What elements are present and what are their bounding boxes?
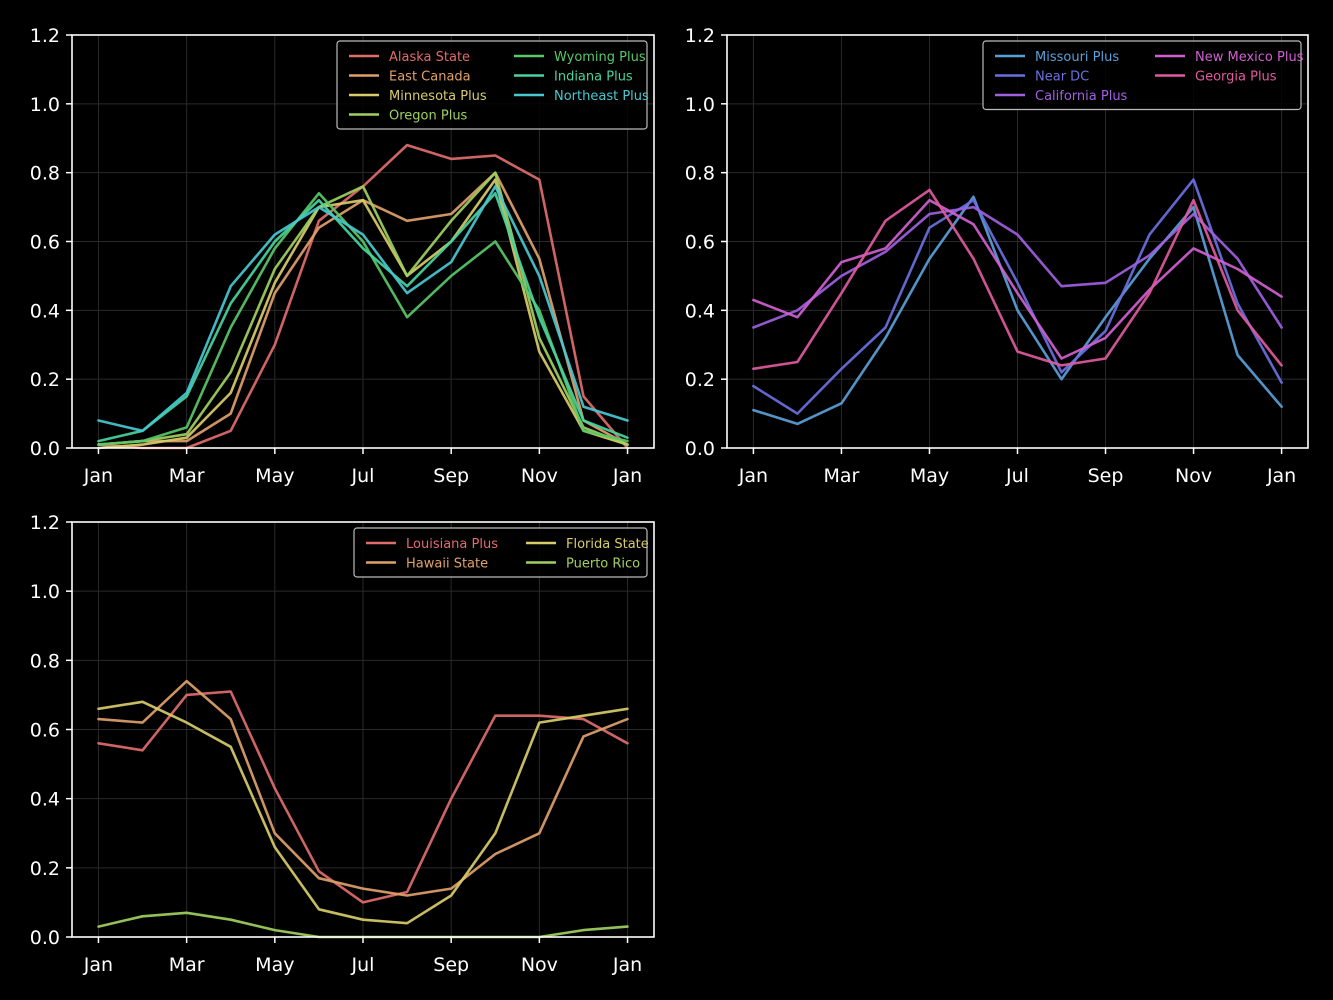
legend-box	[982, 40, 1302, 111]
chart-panel-1: Jan Mar May Jul Sep Nov Jan 0.0 0.2 0.4 0.6 0.8 1.0 1…	[30, 25, 655, 487]
legend: Missouri Plus Near DC California Plus New M…	[982, 40, 1304, 111]
legend-label: Oregon Plus	[389, 109, 468, 124]
legend-box	[336, 40, 648, 130]
x-tick-label: Jul	[1005, 465, 1029, 487]
legend-label: Missouri Plus	[1035, 50, 1119, 65]
x-tick-label: Mar	[169, 954, 205, 976]
y-tick-label: 0.4	[30, 789, 60, 811]
charts-root: Jan Mar May Jul Sep Nov Jan 0.0 0.2 0.4 0.6 0.8 1.0 1…	[30, 25, 1309, 976]
x-tick-label: Jan	[1266, 465, 1296, 487]
x-tick-label: Sep	[433, 954, 469, 976]
series-line-louisiana-plus	[97, 690, 629, 904]
x-tick-label: Sep	[1088, 465, 1124, 487]
y-tick-label: 1.2	[30, 25, 60, 47]
legend: Louisiana Plus Hawaii State Florida State P…	[353, 527, 649, 578]
y-tick-label: 0.0	[30, 927, 60, 949]
y-tick-label: 0.4	[30, 300, 60, 322]
x-tick-label: Jul	[351, 954, 375, 976]
x-tick-label: May	[910, 465, 949, 487]
y-tick-label: 1.0	[30, 94, 60, 116]
series-line-near-dc	[752, 178, 1283, 415]
x-tick-label: Mar	[169, 465, 205, 487]
series-line-indiana-plus	[97, 192, 629, 443]
x-tick-label: Jan	[612, 954, 642, 976]
y-tick-label: 0.0	[685, 438, 715, 460]
y-tick-label: 0.6	[30, 720, 60, 742]
legend: Alaska State East Canada Minnesota Plus Ore…	[336, 40, 649, 130]
x-tick-label: Nov	[521, 954, 558, 976]
series-line-california-plus	[752, 205, 1283, 329]
x-tick-label: Sep	[433, 465, 469, 487]
y-tick-label: 0.6	[685, 232, 715, 254]
legend-label: Hawaii State	[406, 557, 488, 572]
y-tick-label: 0.2	[685, 369, 715, 391]
x-tick-label: Jan	[738, 465, 768, 487]
y-tick-label: 0.2	[30, 369, 60, 391]
chart-panel-2: Jan Mar May Jul Sep Nov Jan 0.0 0.2 0.4 0.6 0.8 1.0 1…	[685, 25, 1309, 487]
legend-label: Northeast Plus	[554, 89, 649, 104]
x-tick-label: May	[255, 954, 294, 976]
series-line-hawaii-state	[97, 679, 629, 897]
legend-label: Georgia Plus	[1195, 70, 1277, 85]
legend-label: California Plus	[1035, 89, 1128, 104]
series-line-missouri-plus	[752, 195, 1283, 426]
y-tick-label: 0.6	[30, 232, 60, 254]
legend-label: Alaska State	[389, 50, 470, 65]
y-tick-label: 1.0	[685, 94, 715, 116]
legend-label: Louisiana Plus	[406, 537, 498, 552]
y-tick-label: 1.2	[30, 512, 60, 534]
series-line-minnesota-plus	[97, 178, 629, 450]
x-tick-label: Nov	[1175, 465, 1212, 487]
legend-label: Near DC	[1035, 70, 1089, 85]
x-tick-label: May	[255, 465, 294, 487]
y-tick-label: 1.2	[685, 25, 715, 47]
y-tick-label: 0.4	[685, 300, 715, 322]
series-line-new-mexico-plus	[752, 198, 1283, 360]
series-line-northeast-plus	[97, 185, 629, 433]
legend-label: New Mexico Plus	[1195, 50, 1304, 65]
x-tick-label: Jan	[83, 954, 113, 976]
y-tick-label: 1.0	[30, 581, 60, 603]
legend-box	[353, 527, 648, 578]
x-tick-label: Mar	[824, 465, 860, 487]
legend-label: East Canada	[389, 70, 471, 85]
x-tick-label: Jan	[612, 465, 642, 487]
legend-label: Florida State	[566, 537, 649, 552]
series-line-oregon-plus	[97, 171, 629, 446]
legend-label: Puerto Rico	[566, 557, 640, 572]
legend-label: Minnesota Plus	[389, 89, 487, 104]
legend-label: Wyoming Plus	[554, 50, 646, 65]
series-line-wyoming-plus	[97, 192, 629, 446]
chart-panel-3: Jan Mar May Jul Sep Nov Jan 0.0 0.2 0.4 0.6 0.8 1.0 1…	[30, 512, 655, 976]
x-tick-label: Jan	[83, 465, 113, 487]
series-line-georgia-plus	[752, 188, 1283, 371]
legend-label: Indiana Plus	[554, 70, 633, 85]
y-tick-label: 0.8	[30, 163, 60, 185]
y-tick-label: 0.8	[685, 163, 715, 185]
y-tick-label: 0.8	[30, 650, 60, 672]
y-tick-label: 0.2	[30, 858, 60, 880]
series-line-florida-state	[97, 700, 629, 925]
x-tick-label: Nov	[521, 465, 558, 487]
x-tick-label: Jul	[351, 465, 375, 487]
y-tick-label: 0.0	[30, 438, 60, 460]
